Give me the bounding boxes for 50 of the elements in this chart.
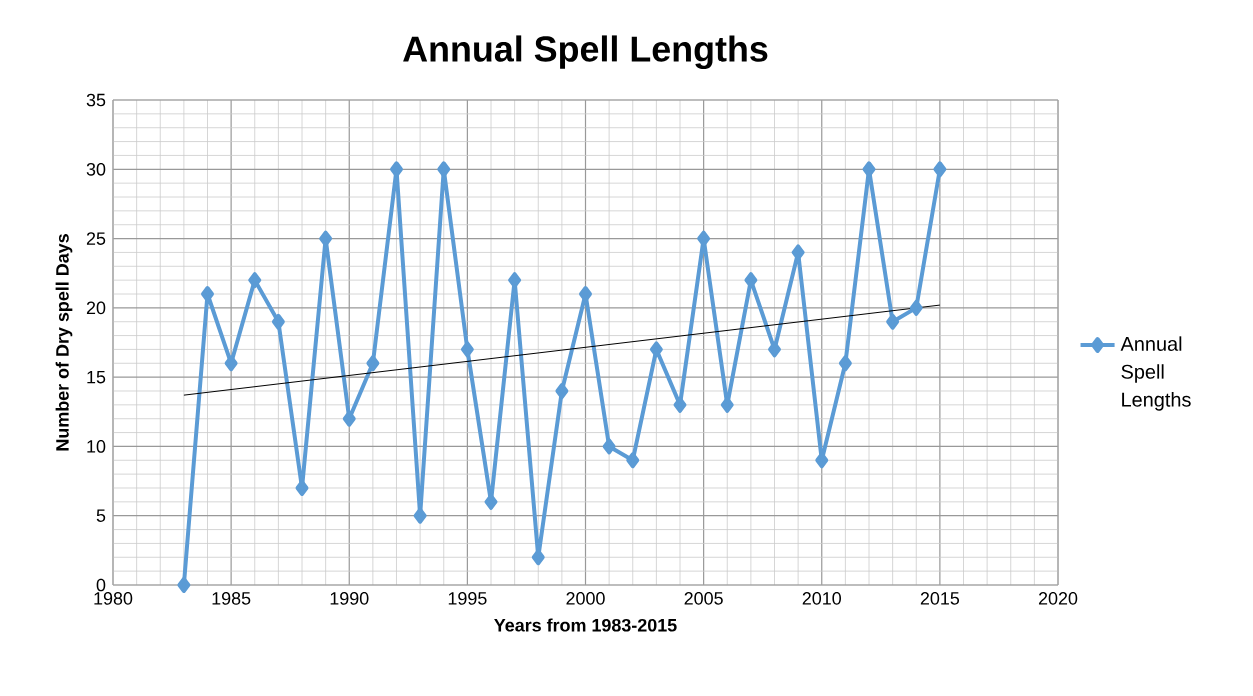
- point: [838, 355, 852, 372]
- point: [933, 161, 947, 178]
- y-axis-title: Number of Dry spell Days: [55, 234, 73, 451]
- point: [460, 341, 474, 358]
- x-tick-label: 2020: [1038, 592, 1078, 605]
- point: [484, 493, 498, 510]
- point: [886, 313, 900, 330]
- point: [319, 230, 333, 247]
- point: [413, 507, 427, 524]
- point: [791, 244, 805, 261]
- chart-title: Annual Spell Lengths: [403, 35, 768, 69]
- point: [271, 313, 285, 330]
- point: [437, 161, 451, 178]
- point: [815, 452, 829, 469]
- y-tick-label: 30: [86, 162, 106, 176]
- y-tick-label: 20: [86, 301, 106, 315]
- point: [579, 286, 592, 302]
- point: [342, 410, 356, 427]
- point: [177, 577, 191, 593]
- x-tick-label: 2000: [566, 592, 605, 605]
- point: [697, 230, 711, 247]
- point: [649, 341, 663, 358]
- x-tick-label: 2015: [920, 592, 960, 605]
- y-tick-label: 35: [86, 93, 106, 107]
- point: [862, 161, 876, 178]
- x-tick-label: 1990: [330, 592, 369, 605]
- x-tick-label: 1995: [448, 592, 487, 605]
- y-tick-label: 25: [86, 232, 106, 245]
- point: [555, 383, 569, 399]
- point: [390, 161, 403, 178]
- point: [201, 286, 214, 302]
- point: [366, 355, 380, 372]
- y-tick-label: 10: [87, 440, 106, 453]
- x-tick-label: 2005: [684, 592, 723, 605]
- point: [295, 480, 309, 496]
- x-tick-label: 1985: [212, 592, 251, 605]
- y-tick-label: 15: [87, 370, 106, 384]
- point: [626, 452, 640, 469]
- x-tick-label: 1980: [94, 592, 133, 605]
- x-tick-label: 2010: [802, 592, 841, 605]
- point: [909, 299, 923, 316]
- point: [602, 438, 616, 455]
- point: [248, 272, 262, 289]
- y-tick-label: 0: [96, 578, 106, 592]
- point: [531, 549, 545, 566]
- y-tick-label: 5: [96, 509, 106, 522]
- legend-label: Annual Spell Lengths: [1120, 336, 1191, 411]
- point: [224, 355, 238, 372]
- x-axis-title: Years from 1983-2015: [494, 618, 677, 632]
- point: [768, 341, 781, 358]
